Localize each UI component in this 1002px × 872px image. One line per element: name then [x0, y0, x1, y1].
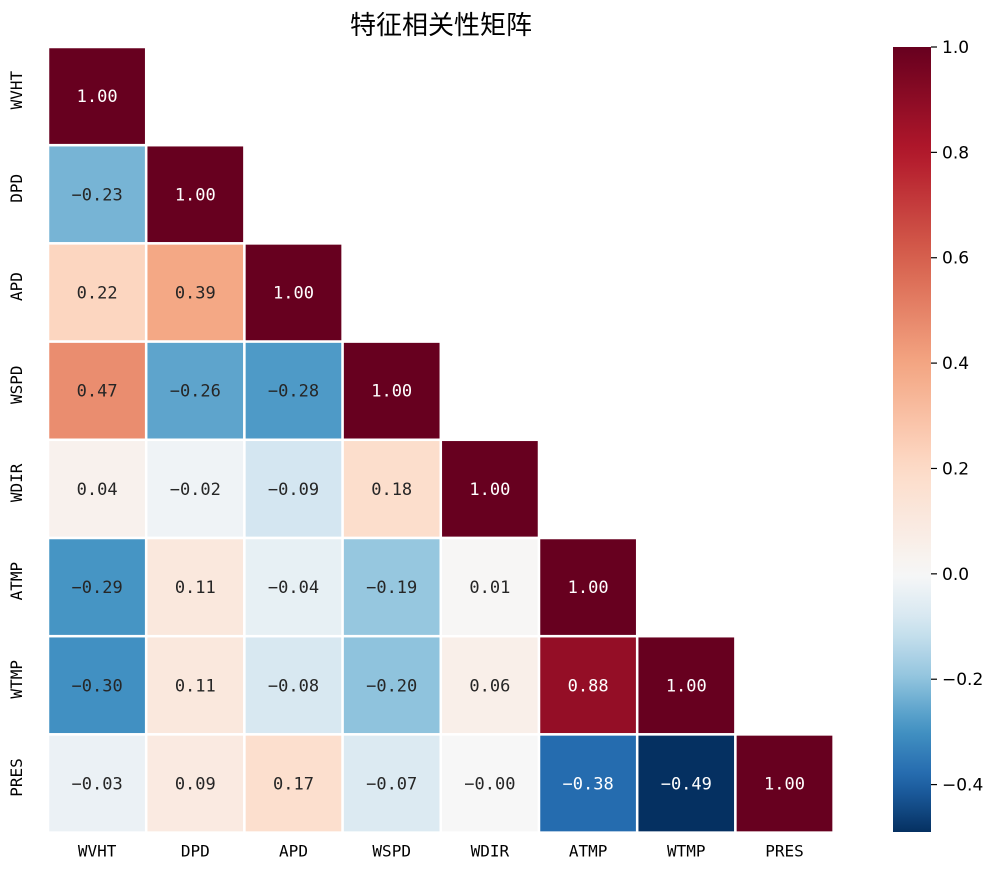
cell-value-label: 1.00 [77, 87, 118, 107]
heatmap-cell [144, 536, 246, 638]
x-tick-label: ATMP [569, 842, 608, 861]
cell-value-label: 0.39 [175, 284, 216, 304]
colorbar-tick-label: 0.6 [942, 249, 969, 269]
heatmap-cell [243, 536, 344, 638]
cell-value-label: 0.17 [273, 775, 314, 795]
cell-value-label: −0.26 [170, 382, 221, 402]
cell-value-label: −0.49 [661, 775, 712, 795]
cell-value-label: 0.88 [568, 676, 609, 696]
cell-value-label: 0.11 [175, 676, 216, 696]
y-tick-label: ATMP [7, 562, 26, 601]
chart-title: 特征相关性矩阵 [350, 11, 532, 41]
x-tick-label: DPD [181, 842, 210, 861]
heatmap-cell [341, 340, 443, 442]
cell-value-label: 0.47 [77, 382, 118, 402]
y-tick-label: WSPD [7, 365, 26, 404]
y-tick-label: WDIR [7, 463, 26, 502]
cell-value-label: −0.19 [366, 578, 417, 598]
heatmap-cell [46, 143, 148, 245]
heatmap-cell [144, 438, 246, 540]
x-tick-label: PRES [765, 842, 804, 861]
cell-value-label: 0.06 [469, 676, 510, 696]
cell-value-label: −0.07 [366, 775, 417, 795]
cell-value-label: 0.04 [77, 480, 118, 500]
heatmap-cell [46, 45, 148, 147]
heatmap-cell [537, 733, 639, 834]
cell-value-label: −0.03 [72, 775, 123, 795]
heatmap-cell [46, 634, 148, 736]
x-tick-label: WDIR [471, 842, 510, 861]
heatmap-cell [341, 536, 443, 638]
cell-value-label: −0.02 [170, 480, 221, 500]
x-tick-label: WSPD [372, 842, 411, 861]
cell-value-label: 1.00 [764, 775, 805, 795]
colorbar-tick-label: 0.8 [942, 143, 969, 163]
cell-value-label: 1.00 [371, 382, 412, 402]
heatmap-cell [734, 733, 835, 834]
colorbar-tick-label: 0.4 [942, 354, 969, 374]
heatmap-cell [635, 634, 737, 736]
cell-value-label: −0.09 [268, 480, 319, 500]
colorbar-gradient [893, 47, 931, 832]
cell-value-label: −0.20 [366, 676, 417, 696]
colorbar-tick-label: 0.0 [942, 565, 969, 585]
colorbar-ticks: 1.0 0.8 0.6 0.4 0.2 0.0 −0.2 −0.4 [931, 38, 983, 796]
heatmap-cell [439, 536, 541, 638]
colorbar: 1.0 0.8 0.6 0.4 0.2 0.0 −0.2 −0.4 [893, 38, 983, 832]
cell-value-label: 1.00 [175, 185, 216, 205]
x-tick-label: APD [279, 842, 308, 861]
cell-value-label: 0.18 [371, 480, 412, 500]
colorbar-tick-label: 0.2 [942, 459, 969, 479]
x-tick-label: WTMP [667, 842, 706, 861]
y-tick-label: WVHT [7, 70, 26, 109]
cell-value-label: −0.28 [268, 382, 319, 402]
heatmap-cells: 1.00 −0.23 1.00 0.22 0.39 1.00 0.47 −0.26 −0.28 1… [46, 45, 835, 834]
cell-value-label: −0.04 [268, 578, 319, 598]
x-tick-label: WVHT [78, 842, 117, 861]
cell-value-label: 0.01 [469, 578, 510, 598]
colorbar-tick-label: 1.0 [942, 38, 969, 58]
cell-value-label: −0.00 [464, 775, 515, 795]
cell-value-label: 1.00 [469, 480, 510, 500]
cell-value-label: 0.11 [175, 578, 216, 598]
cell-value-label: 1.00 [666, 676, 707, 696]
cell-value-label: 1.00 [568, 578, 609, 598]
heatmap-cell [243, 242, 344, 343]
cell-value-label: −0.30 [72, 676, 123, 696]
heatmap-cell [341, 438, 443, 540]
colorbar-tick-label: −0.2 [942, 670, 983, 690]
heatmap-cell [635, 733, 737, 834]
heatmap-cell [46, 536, 148, 638]
heatmap-cell [243, 733, 344, 834]
cell-value-label: −0.23 [72, 185, 123, 205]
heatmap-cell [144, 340, 246, 442]
cell-value-label: −0.08 [268, 676, 319, 696]
cell-value-label: −0.38 [563, 775, 614, 795]
colorbar-tick-label: −0.4 [942, 776, 983, 796]
cell-value-label: 0.09 [175, 775, 216, 795]
y-tick-label: WTMP [7, 660, 26, 699]
heatmap-cell [537, 634, 639, 736]
y-tick-label: PRES [7, 758, 26, 797]
x-axis-tick-labels: WVHT DPD APD WSPD WDIR ATMP WTMP PRES [78, 842, 804, 861]
cell-value-label: −0.29 [72, 578, 123, 598]
cell-value-label: 0.22 [77, 284, 118, 304]
heatmap-cell [46, 733, 148, 834]
heatmap-cell [144, 634, 246, 736]
heatmap-cell [537, 536, 639, 638]
cell-value-label: 1.00 [273, 284, 314, 304]
y-tick-label: APD [7, 272, 26, 301]
y-tick-label: DPD [7, 174, 26, 203]
y-axis-tick-labels: WVHT DPD APD WSPD WDIR ATMP WTMP PRES [7, 70, 26, 796]
